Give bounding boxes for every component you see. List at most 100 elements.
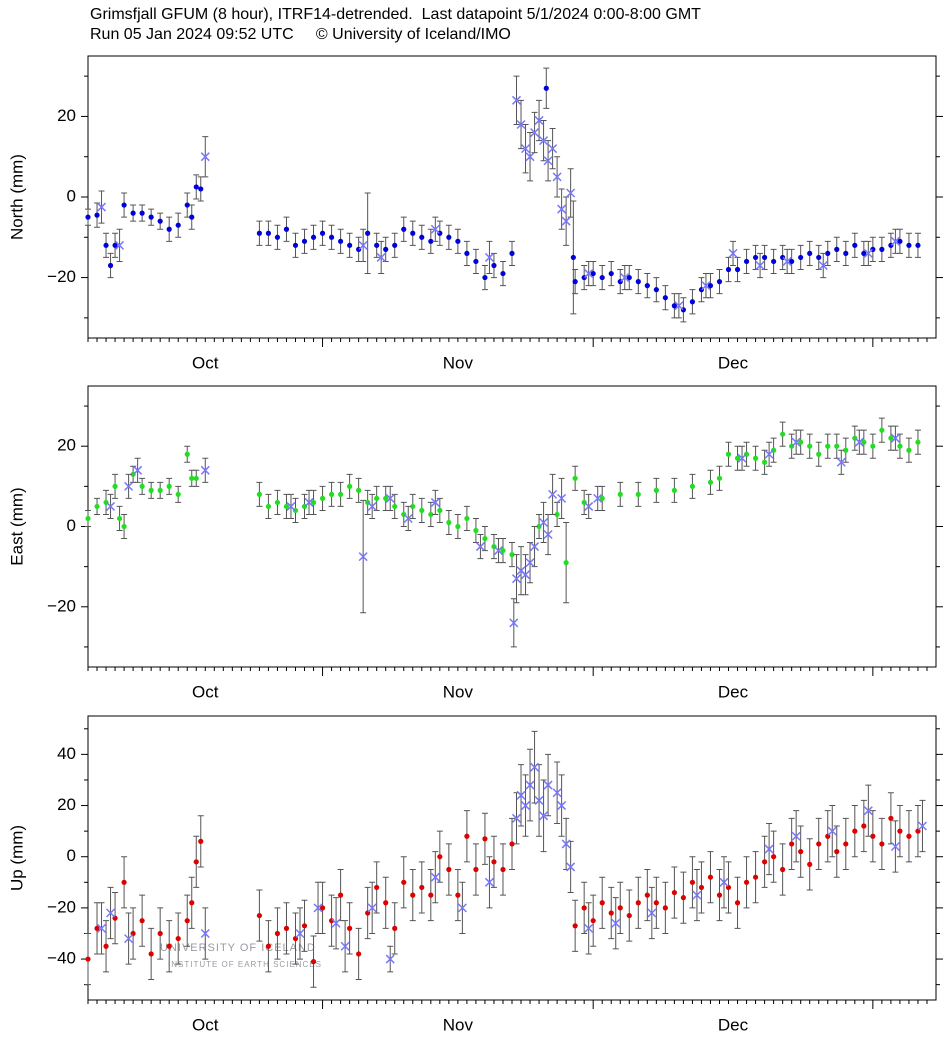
cross-point: [620, 273, 630, 283]
dot-point: [725, 451, 732, 457]
dot-point: [392, 925, 398, 931]
dot-point: [265, 503, 272, 510]
dot-point: [716, 475, 723, 481]
cross-point: [561, 839, 571, 849]
dot-point: [121, 202, 127, 208]
cross-point: [890, 236, 900, 246]
dot-point: [193, 859, 199, 865]
dot-point: [292, 242, 299, 248]
x-tick-label: Dec: [718, 1015, 749, 1034]
cross-point: [331, 918, 341, 928]
dot-point: [319, 495, 326, 501]
dot-point: [671, 303, 677, 309]
cross-point: [106, 501, 116, 511]
dot-point: [365, 230, 371, 236]
dot-point: [356, 487, 362, 493]
dot-point: [635, 279, 641, 285]
dot-point: [274, 930, 281, 937]
dot-point: [879, 246, 885, 252]
dot-point: [392, 503, 398, 510]
dot-point: [189, 475, 195, 481]
dot-point: [789, 258, 795, 265]
dot-point: [94, 925, 100, 931]
cross-point: [516, 790, 526, 800]
cross-point: [493, 546, 503, 556]
cross-point: [557, 204, 567, 214]
dot-point: [112, 483, 118, 489]
y-tick-label: 0: [67, 186, 76, 205]
dot-point: [455, 892, 461, 898]
dot-point: [707, 874, 714, 880]
dot-point: [310, 499, 317, 506]
dot-point: [725, 266, 732, 273]
dot-point: [148, 951, 154, 957]
x-tick-label: Nov: [443, 353, 474, 372]
dot-point: [374, 495, 380, 501]
cross-point: [511, 95, 522, 105]
dot-point: [356, 951, 362, 957]
dot-point: [189, 900, 195, 906]
cross-point: [530, 128, 540, 138]
cross-point: [430, 872, 440, 882]
cross-point: [647, 908, 657, 918]
dot-point: [617, 905, 623, 911]
dot-point: [184, 918, 190, 924]
dot-point: [743, 879, 750, 885]
dot-point: [482, 274, 488, 281]
dot-point: [798, 439, 804, 445]
dot-point: [626, 912, 632, 919]
y-tick-label: −20: [47, 267, 76, 286]
dot-point: [337, 892, 344, 898]
dot-point: [112, 242, 118, 248]
dot-point: [644, 283, 650, 289]
cross-point: [561, 216, 571, 226]
cross-point: [584, 923, 594, 933]
cross-point: [385, 954, 395, 964]
dot-point: [437, 507, 443, 514]
dot-point: [491, 262, 497, 269]
y-tick-label: −40: [47, 949, 76, 968]
cross-point: [525, 780, 535, 790]
cross-point: [552, 788, 562, 798]
cross-point: [818, 260, 828, 271]
dot-point: [157, 930, 163, 937]
cross-point: [475, 542, 485, 552]
chart-subtitle: Run 05 Jan 2024 09:52 UTC © University o…: [90, 26, 511, 43]
dot-point: [103, 943, 109, 949]
dot-point: [789, 841, 795, 847]
dot-point: [383, 246, 389, 252]
dot-point: [671, 487, 677, 493]
cross-point: [557, 801, 567, 811]
watermark: UNIVERSITY OF ICELAND: [160, 942, 316, 954]
dot-point: [825, 250, 831, 256]
dot-point: [834, 443, 840, 449]
dot-point: [419, 234, 425, 240]
cross-point: [115, 240, 125, 250]
dot-point: [85, 214, 91, 220]
cross-point: [764, 844, 774, 854]
dot-point: [834, 849, 840, 855]
dot-point: [879, 841, 885, 847]
cross-point: [584, 269, 594, 279]
y-tick-label: −20: [47, 596, 76, 615]
cross-point: [521, 801, 531, 811]
chart-title: Grimsfjall GFUM (8 hour), ITRF14-detrend…: [90, 6, 701, 23]
dot-point: [608, 270, 614, 277]
dot-point: [473, 866, 479, 873]
dot-point: [374, 884, 380, 891]
cross-point: [295, 928, 305, 939]
dot-point: [870, 833, 876, 839]
dot-point: [852, 242, 858, 248]
cross-point: [530, 542, 540, 552]
dot-point: [572, 923, 578, 929]
dot-point: [328, 491, 335, 497]
dot-point: [337, 491, 344, 497]
cross-point: [548, 489, 558, 499]
dot-point: [437, 854, 443, 860]
dot-point: [662, 905, 668, 911]
dot-point: [653, 287, 659, 293]
dot-point: [464, 833, 470, 839]
dot-point: [175, 222, 181, 228]
y-tick-label: 0: [67, 846, 76, 865]
dot-point: [256, 912, 263, 919]
